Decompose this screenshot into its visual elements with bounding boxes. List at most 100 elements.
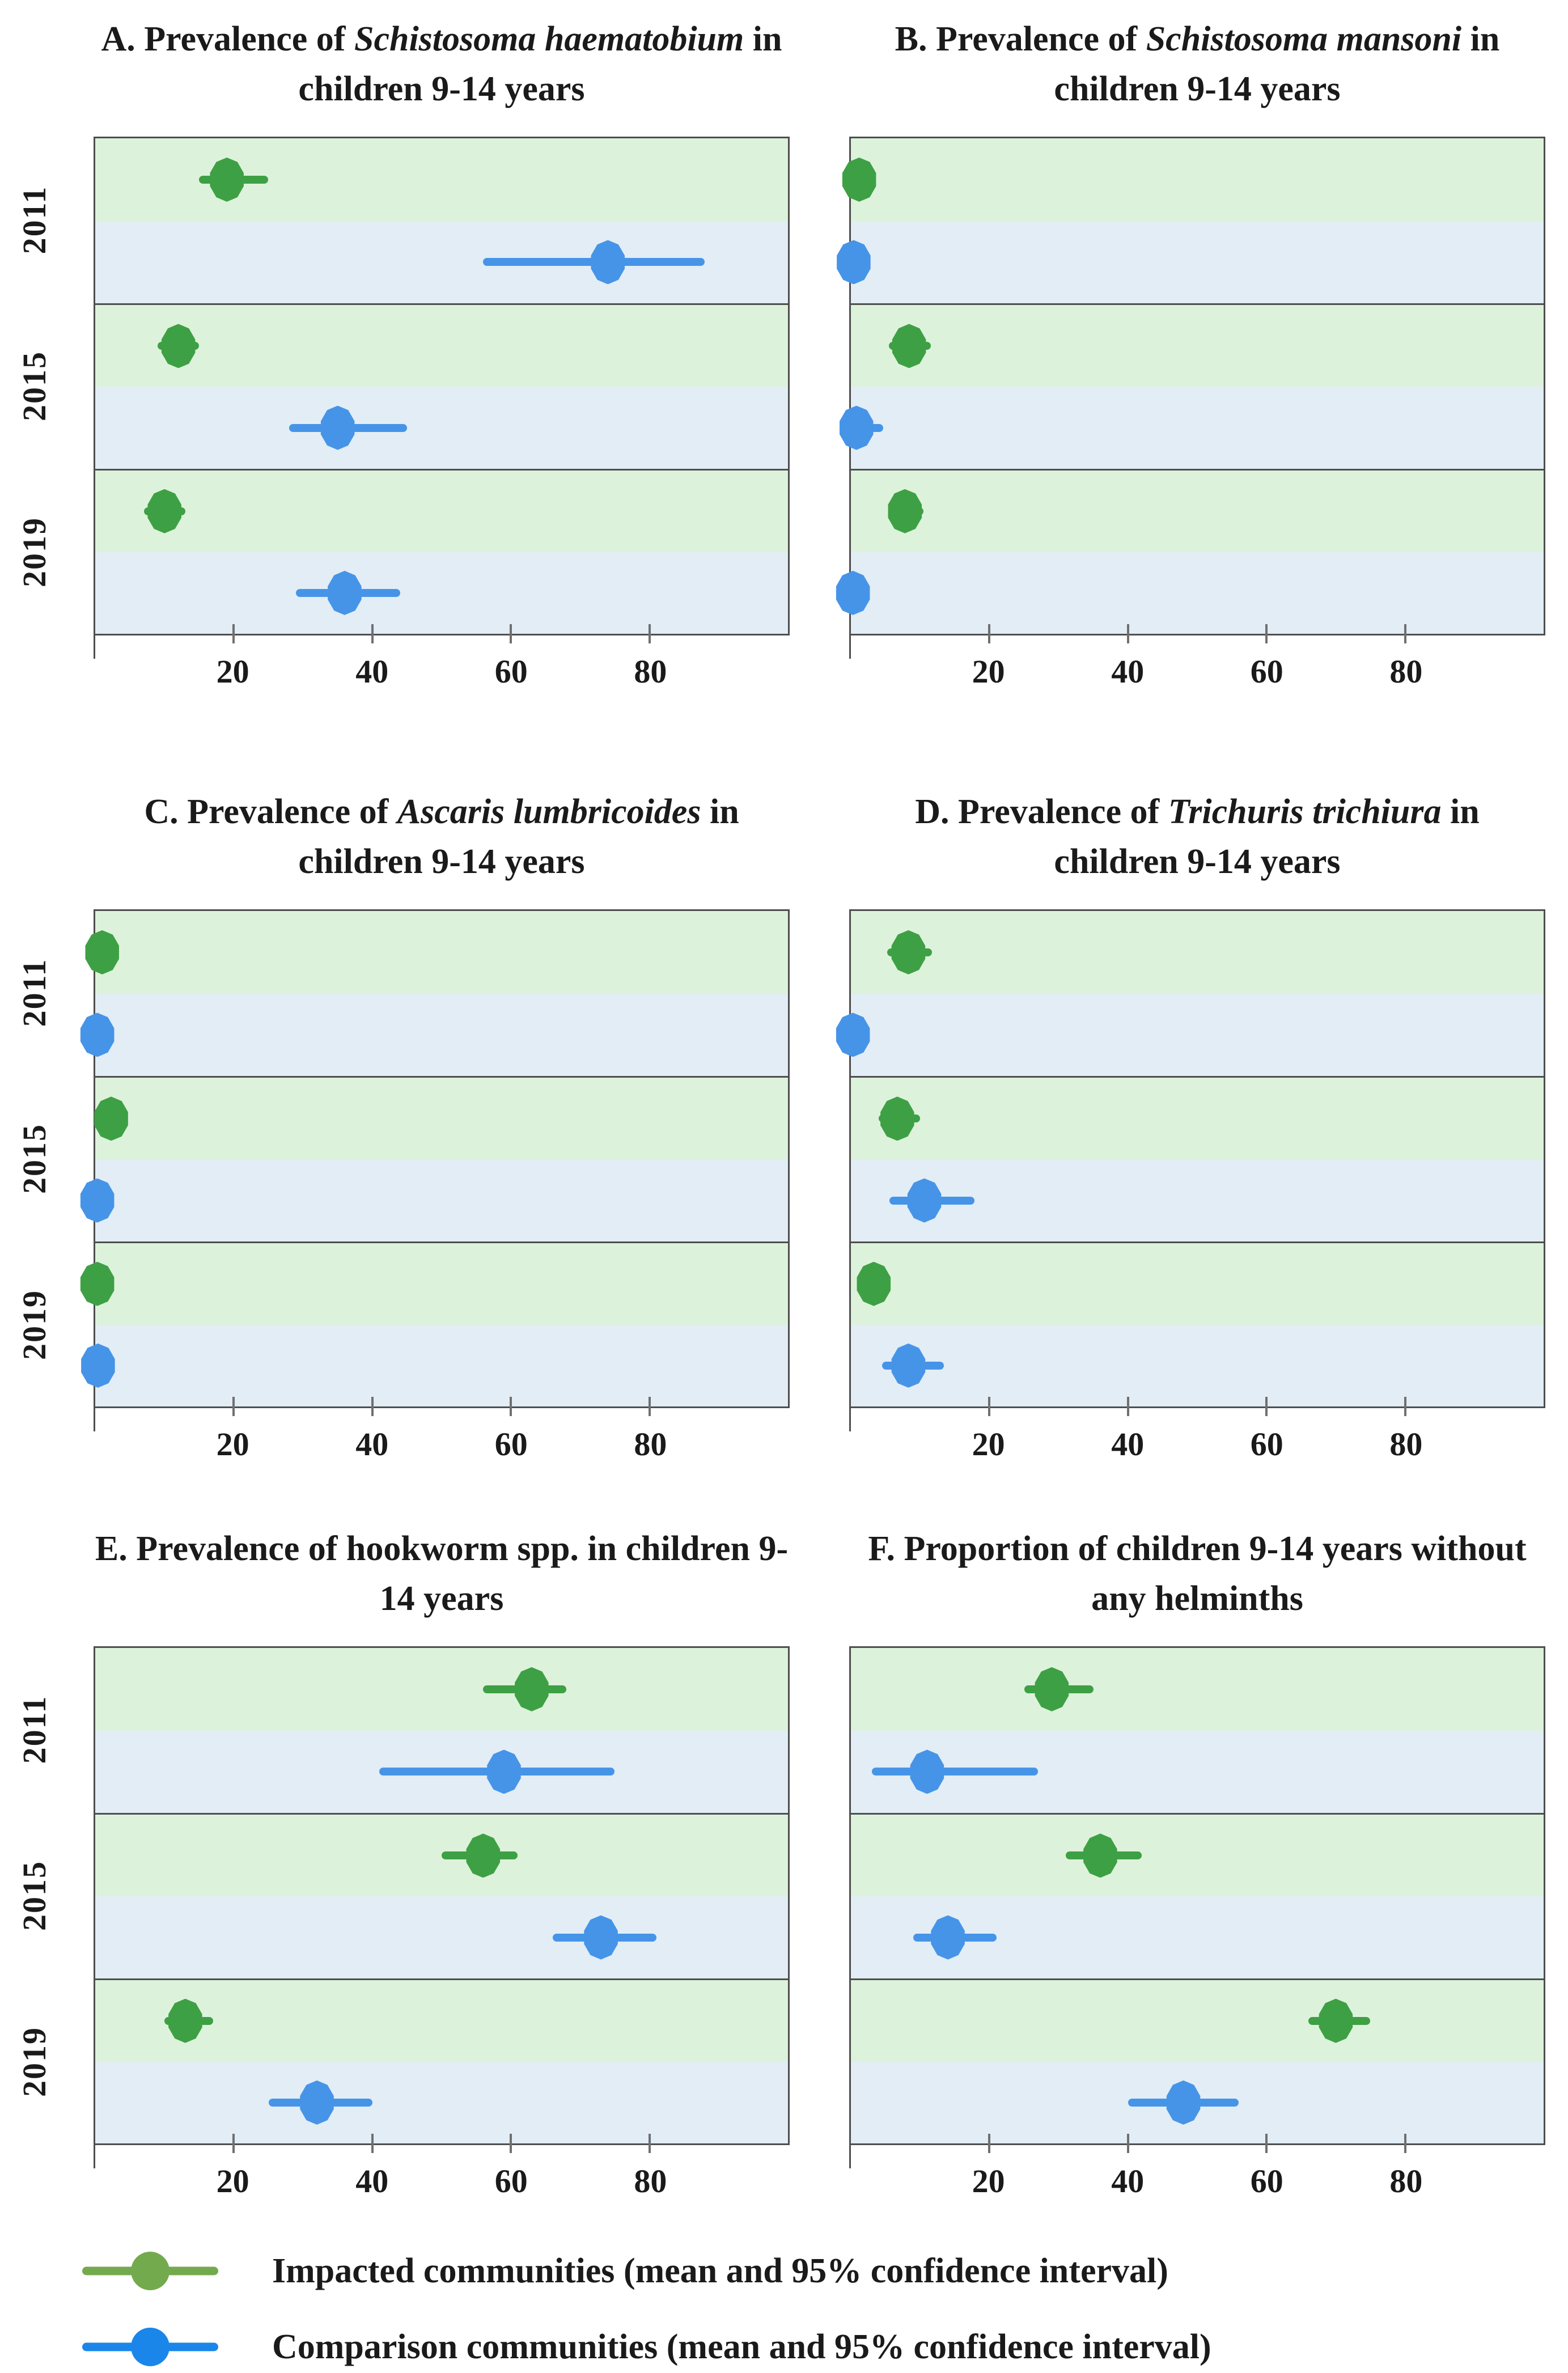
panel-e-year-labels: 2011 2015 2019	[15, 1646, 78, 2145]
x-tick	[232, 1397, 235, 1416]
year-group-2011	[95, 1648, 788, 1813]
year-label: 2011	[16, 185, 53, 255]
mean-marker	[1166, 2080, 1201, 2125]
band-comparison-2019	[95, 2061, 788, 2143]
panel-c-plot	[80, 909, 790, 1431]
year-group-2019	[80, 1241, 788, 1406]
mean-marker	[168, 1998, 202, 2043]
mean-marker	[1319, 1998, 1353, 2043]
band-comparison-2019	[81, 1324, 788, 1406]
title-segment: D. Prevalence of	[915, 793, 1168, 831]
x-tick	[1126, 624, 1129, 643]
x-tick	[988, 2134, 991, 2153]
x-tick-label: 60	[1250, 1426, 1283, 1463]
comparison-mean-dot-icon	[131, 2328, 169, 2366]
band-comparison-2015	[851, 1159, 1544, 1241]
year-group-2019	[95, 468, 788, 634]
year-label: 2011	[16, 1695, 53, 1764]
panel-b-plot	[836, 137, 1545, 659]
legend-label-impacted: Impacted communities (mean and 95% confi…	[272, 2251, 1168, 2290]
title-segment: Schistosoma haematobium	[354, 20, 744, 58]
mean-marker	[81, 1343, 115, 1388]
panel-c: C. Prevalence of Ascaris lumbricoides in…	[0, 737, 790, 1474]
x-tick	[1265, 2134, 1268, 2153]
x-tick-label: 20	[216, 653, 249, 690]
panel-f-xaxis-labels: 20 40 60 80	[849, 2145, 1545, 2213]
panel-d-xaxis-labels: 20 40 60 80	[849, 1408, 1545, 1476]
year-group-2019	[851, 1978, 1544, 2143]
x-tick	[1126, 2134, 1129, 2153]
band-impacted-2015	[851, 1078, 1544, 1160]
panel-a-xaxis-labels: 20 40 60 80	[94, 635, 790, 704]
legend-item-comparison: Comparison communities (mean and 95% con…	[82, 2321, 1568, 2373]
x-tick-label: 40	[1111, 1426, 1145, 1463]
x-tick-label: 80	[1389, 653, 1423, 690]
band-impacted-2019	[95, 470, 788, 552]
panel-e-title: E. Prevalence of hookworm spp. in childr…	[94, 1524, 790, 1630]
title-segment: A. Prevalence of	[101, 20, 354, 58]
year-label: 2011	[16, 958, 53, 1027]
mean-marker	[147, 489, 181, 533]
x-tick	[371, 2134, 374, 2153]
mean-marker	[836, 1012, 870, 1057]
mean-marker	[931, 1915, 965, 1960]
panel-e-plotwrap: 2011 2015 2019 20 40 60 80	[16, 1646, 790, 2213]
panel-c-title: C. Prevalence of Ascaris lumbricoides in…	[94, 787, 790, 893]
mean-marker	[1083, 1833, 1117, 1878]
band-comparison-2019	[95, 552, 788, 634]
x-tick-label: 20	[972, 653, 1005, 690]
x-tick	[648, 1397, 651, 1416]
x-tick-label: 60	[1250, 2163, 1283, 2200]
year-group-2011	[80, 911, 788, 1077]
band-impacted-2015	[851, 1815, 1544, 1897]
title-segment: in children 9-14 years	[298, 793, 739, 882]
year-group-2015	[851, 1076, 1544, 1241]
x-tick	[371, 624, 374, 643]
mean-marker	[891, 930, 926, 974]
x-tick	[1265, 624, 1268, 643]
panel-f: F. Proportion of children 9-14 years wit…	[784, 1474, 1568, 2211]
mean-marker	[94, 1096, 128, 1141]
panel-d-plotwrap: 20 40 60 80	[836, 909, 1545, 1476]
x-tick-label: 80	[1389, 1426, 1423, 1463]
year-group-2011	[851, 1648, 1544, 1813]
ci-line	[871, 1768, 1038, 1776]
panel-e-plot	[94, 1646, 790, 2168]
panel-c-plotwrap: 2011 2015 2019 20 40 60 80	[16, 909, 790, 1476]
band-comparison-2019	[836, 552, 1544, 634]
x-tick-label: 80	[634, 653, 667, 690]
panel-a: A. Prevalence of Schistosoma haematobium…	[0, 0, 790, 737]
panel-b-plotwrap: 20 40 60 80	[836, 137, 1545, 704]
band-impacted-2015	[95, 1815, 788, 1897]
mean-marker	[80, 1261, 115, 1306]
x-tick-label: 60	[1250, 653, 1283, 690]
band-impacted-2015	[94, 1078, 788, 1160]
x-tick-label: 80	[634, 1426, 667, 1463]
axis-corner-stub	[94, 634, 95, 659]
year-group-2019	[836, 468, 1544, 634]
x-tick	[232, 624, 235, 643]
impacted-mean-dot-icon	[131, 2252, 169, 2290]
band-comparison-2015	[95, 1896, 788, 1978]
title-segment: B. Prevalence of	[895, 20, 1146, 58]
title-segment: in children 9-14 years	[1054, 20, 1500, 109]
panel-d: D. Prevalence of Trichuris trichiura in …	[784, 737, 1568, 1474]
x-tick-label: 40	[355, 653, 389, 690]
panel-a-title: A. Prevalence of Schistosoma haematobium…	[94, 14, 790, 121]
mean-marker	[80, 1012, 115, 1057]
mean-marker	[880, 1096, 914, 1141]
mean-marker	[891, 1343, 926, 1388]
band-impacted-2011	[851, 1648, 1544, 1731]
axis-corner-stub	[849, 1406, 851, 1431]
mean-marker	[584, 1915, 618, 1960]
mean-marker	[836, 570, 870, 615]
mean-marker	[210, 157, 244, 202]
panel-a-plotwrap: 2011 2015 2019 20 40 60 80	[16, 137, 790, 704]
panel-e-xaxis-labels: 20 40 60 80	[94, 2145, 790, 2213]
title-segment: Trichuris trichiura	[1168, 793, 1442, 831]
panel-b: B. Prevalence of Schistosoma mansoni in …	[784, 0, 1568, 737]
x-tick-label: 80	[634, 2163, 667, 2200]
x-tick	[648, 624, 651, 643]
comparison-marker-icon	[82, 2321, 218, 2373]
panels-grid: A. Prevalence of Schistosoma haematobium…	[0, 0, 1568, 2213]
